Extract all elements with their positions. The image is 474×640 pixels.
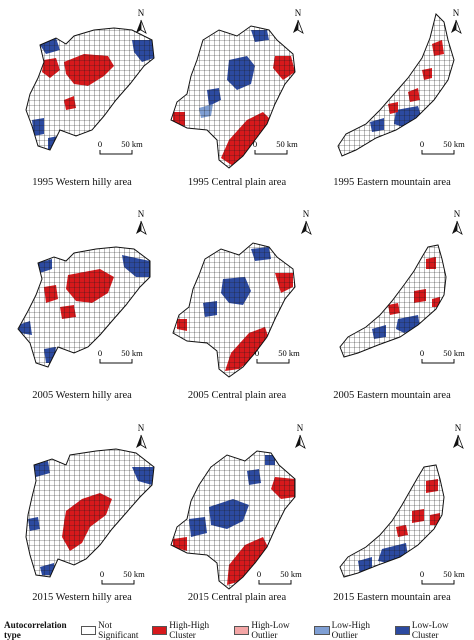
svg-text:N: N bbox=[138, 209, 145, 219]
svg-text:0: 0 bbox=[420, 348, 424, 358]
svg-text:N: N bbox=[303, 209, 310, 219]
north-arrow: N bbox=[453, 423, 464, 449]
region-cells bbox=[26, 28, 154, 150]
legend-swatch bbox=[394, 625, 410, 635]
map-panel-2015-eastern: N 0 50 km 2015 Eastern mountain area bbox=[314, 415, 470, 610]
svg-text:50 km: 50 km bbox=[278, 348, 300, 358]
map-1995-western: N 0 50 km bbox=[25, 8, 155, 155]
north-arrow: N bbox=[293, 8, 304, 34]
svg-text:50 km: 50 km bbox=[121, 139, 143, 149]
north-arrow: N bbox=[295, 423, 306, 449]
panel-caption: 2015 Central plain area bbox=[187, 592, 287, 603]
scale-bar: 0 50 km bbox=[420, 348, 465, 364]
svg-text:0: 0 bbox=[98, 139, 102, 149]
map-panel-1995-western: N 0 50 km 1995 Western hilly area bbox=[4, 0, 160, 195]
legend-item-low-high: Low-High Outlier bbox=[314, 620, 390, 640]
map-2005-eastern: N 0 50 km bbox=[339, 209, 465, 364]
legend-swatch bbox=[234, 625, 250, 635]
legend-item-high-high: High-High Cluster bbox=[152, 620, 230, 640]
panel-caption: 2005 Eastern mountain area bbox=[333, 390, 451, 401]
legend-swatch bbox=[314, 625, 330, 635]
map-2015-central: N 0 50 km bbox=[170, 423, 306, 590]
svg-text:0: 0 bbox=[255, 348, 259, 358]
svg-text:0: 0 bbox=[253, 139, 257, 149]
scale-bar: 0 50 km bbox=[98, 348, 143, 364]
north-arrow: N bbox=[451, 8, 462, 34]
panel-caption: 1995 Central plain area bbox=[187, 177, 287, 188]
svg-text:0: 0 bbox=[420, 569, 424, 579]
scale-bar: 0 50 km bbox=[257, 569, 302, 585]
map-2015-western: N 0 50 km bbox=[25, 423, 155, 585]
panel-caption: 2015 Eastern mountain area bbox=[333, 592, 451, 603]
north-arrow: N bbox=[136, 423, 147, 449]
map-2015-eastern: N 0 50 km bbox=[339, 423, 465, 585]
map-panel-2005-western: N 0 50 km 2005 Western hilly area bbox=[4, 207, 160, 402]
north-arrow: N bbox=[452, 209, 463, 235]
map-panel-2005-eastern: N 0 50 km 2005 Eastern mountain area bbox=[314, 207, 470, 402]
panel-caption: 1995 Eastern mountain area bbox=[333, 177, 451, 188]
scale-bar: 0 50 km bbox=[420, 139, 465, 155]
map-1995-eastern: N 0 50 km bbox=[337, 8, 465, 157]
map-1995-central: N 0 50 km bbox=[170, 8, 304, 169]
svg-text:0: 0 bbox=[98, 348, 102, 358]
legend-title: Autocorrelation type bbox=[4, 620, 67, 640]
svg-text:0: 0 bbox=[257, 569, 261, 579]
map-2005-western: N 0 50 km bbox=[17, 209, 151, 368]
legend-item-high-low: High-Low Outlier bbox=[234, 620, 310, 640]
map-panel-2005-central: N 0 50 km 2005 Central plain area bbox=[159, 207, 315, 402]
svg-text:0: 0 bbox=[420, 139, 424, 149]
north-arrow: N bbox=[301, 209, 312, 235]
svg-text:N: N bbox=[455, 423, 462, 433]
legend-swatch bbox=[80, 625, 97, 635]
panel-caption: 2005 Western hilly area bbox=[32, 390, 132, 401]
panel-caption: 1995 Western hilly area bbox=[32, 177, 132, 188]
svg-text:N: N bbox=[454, 209, 461, 219]
legend-item-low-low: Low-Low Cluster bbox=[394, 620, 470, 640]
svg-text:N: N bbox=[138, 423, 145, 433]
map-panel-2015-central: N 0 50 km 2015 Central plain area bbox=[159, 415, 315, 610]
legend: Autocorrelation type Not Significant Hig… bbox=[0, 620, 474, 640]
svg-text:N: N bbox=[295, 8, 302, 18]
scale-bar: 0 50 km bbox=[253, 139, 298, 155]
map-panel-2015-western: N 0 50 km 2015 Western hilly area bbox=[4, 415, 160, 610]
svg-text:50 km: 50 km bbox=[123, 569, 145, 579]
map-panel-1995-eastern: N 0 50 km 1995 Eastern mountain area bbox=[314, 0, 470, 195]
svg-text:50 km: 50 km bbox=[121, 348, 143, 358]
scale-bar: 0 50 km bbox=[255, 348, 300, 364]
svg-text:50 km: 50 km bbox=[280, 569, 302, 579]
svg-text:0: 0 bbox=[100, 569, 104, 579]
svg-text:50 km: 50 km bbox=[443, 348, 465, 358]
scale-bar: 0 50 km bbox=[100, 569, 145, 585]
panel-caption: 2005 Central plain area bbox=[187, 390, 287, 401]
north-arrow: N bbox=[136, 8, 147, 34]
svg-text:N: N bbox=[297, 423, 304, 433]
svg-text:N: N bbox=[453, 8, 460, 18]
north-arrow: N bbox=[136, 209, 147, 235]
legend-item-not-significant: Not Significant bbox=[80, 620, 148, 640]
north-label: N bbox=[138, 8, 145, 18]
svg-text:50 km: 50 km bbox=[443, 569, 465, 579]
panel-caption: 2015 Western hilly area bbox=[32, 592, 132, 603]
svg-text:50 km: 50 km bbox=[443, 139, 465, 149]
scale-bar: 0 50 km bbox=[420, 569, 465, 585]
scale-bar: 0 50 km bbox=[98, 139, 143, 155]
map-2005-central: N 0 50 km bbox=[172, 209, 312, 378]
svg-text:50 km: 50 km bbox=[276, 139, 298, 149]
legend-swatch bbox=[152, 625, 168, 635]
map-panel-1995-central: N 0 50 km 1995 Central plain area bbox=[159, 0, 315, 195]
